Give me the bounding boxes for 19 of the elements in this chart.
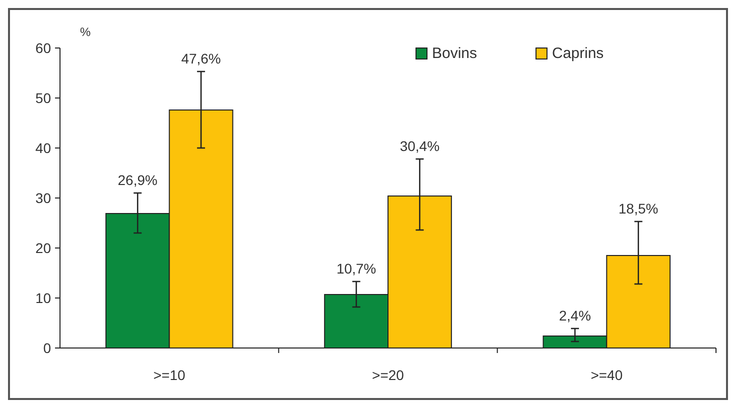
data-label: 2,4% [559, 308, 591, 324]
legend-label: Bovins [432, 45, 478, 62]
data-label: 47,6% [181, 50, 221, 66]
data-label: 18,5% [618, 200, 658, 216]
x-tick-label: >=40 [590, 367, 623, 383]
y-tick-label: 60 [35, 40, 52, 56]
y-tick-label: 40 [35, 140, 52, 156]
y-tick-label: 10 [35, 290, 52, 306]
y-axis-title: % [80, 25, 91, 39]
data-label: 30,4% [400, 138, 440, 154]
y-tick-label: 0 [43, 340, 52, 356]
y-tick-label: 50 [35, 90, 52, 106]
data-label: 10,7% [336, 260, 376, 276]
y-tick-label: 30 [35, 190, 52, 206]
x-tick-label: >=10 [153, 367, 186, 383]
x-tick-label: >=20 [372, 367, 404, 383]
y-tick-label: 20 [35, 240, 52, 256]
legend-label: Caprins [552, 45, 604, 62]
data-label: 26,9% [118, 172, 158, 188]
